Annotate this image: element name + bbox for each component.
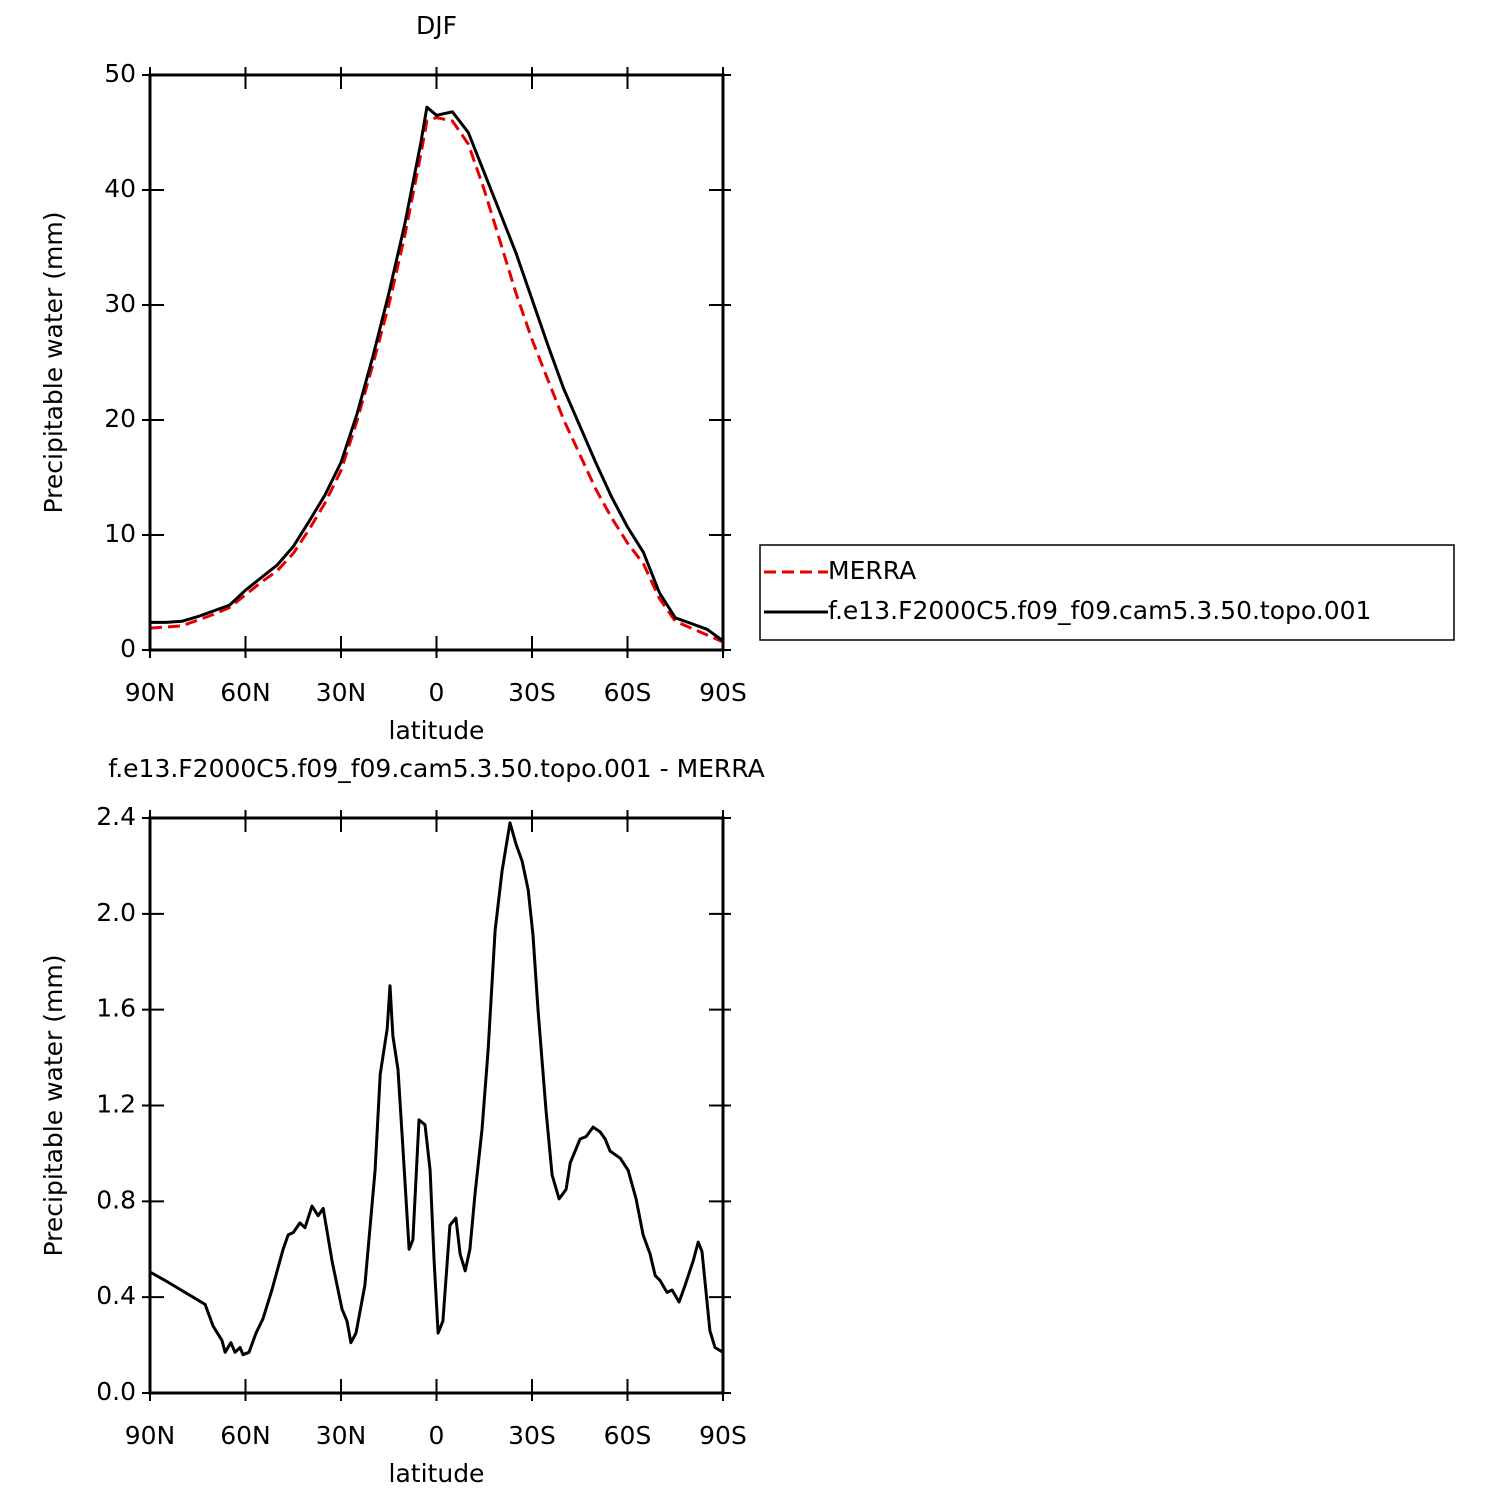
x-tick-label: 30N: [316, 678, 367, 707]
chart-title: DJF: [416, 11, 457, 40]
x-tick-label: 90N: [125, 678, 176, 707]
x-tick-label: 90S: [699, 1421, 747, 1450]
x-tick-label: 60S: [604, 678, 652, 707]
data-line: [149, 821, 724, 1357]
x-tick-label: 60N: [220, 1421, 271, 1450]
y-tick-label: 30: [104, 289, 136, 318]
y-tick-label: 0.8: [96, 1185, 136, 1214]
y-tick-label: 40: [104, 174, 136, 203]
y-tick-label: 0: [120, 634, 136, 663]
x-tick-label: 0: [429, 1421, 445, 1450]
x-axis-label: latitude: [389, 716, 485, 745]
x-tick-label: 60N: [220, 678, 271, 707]
x-tick-label: 30N: [316, 1421, 367, 1450]
x-tick-label: 60S: [604, 1421, 652, 1450]
data-line: [149, 116, 724, 644]
plot-frame: [148, 816, 725, 1395]
data-line: [150, 105, 724, 643]
x-tick-label: 0: [429, 678, 445, 707]
y-tick-label: 0.4: [96, 1281, 136, 1310]
x-tick-label: 30S: [508, 678, 556, 707]
y-tick-label: 0.0: [96, 1377, 136, 1406]
y-tick-label: 10: [104, 519, 136, 548]
legend-label: f.e13.F2000C5.f09_f09.cam5.3.50.topo.001: [828, 596, 1371, 625]
y-tick-label: 50: [104, 59, 136, 88]
legend-box: [759, 544, 1455, 641]
y-axis-label: Precipitable water (mm): [39, 955, 68, 1257]
y-tick-label: 2.4: [96, 802, 136, 831]
x-tick-label: 30S: [508, 1421, 556, 1450]
y-axis-label: Precipitable water (mm): [39, 212, 68, 514]
chart-title: f.e13.F2000C5.f09_f09.cam5.3.50.topo.001…: [108, 754, 765, 783]
plot-frame: [148, 73, 725, 652]
y-tick-label: 2.0: [96, 898, 136, 927]
y-tick-label: 1.6: [96, 994, 136, 1023]
x-tick-label: 90S: [699, 678, 747, 707]
x-tick-label: 90N: [125, 1421, 176, 1450]
y-tick-label: 1.2: [96, 1090, 136, 1119]
x-axis-label: latitude: [389, 1459, 485, 1488]
legend-label: MERRA: [828, 556, 916, 585]
y-tick-label: 20: [104, 404, 136, 433]
